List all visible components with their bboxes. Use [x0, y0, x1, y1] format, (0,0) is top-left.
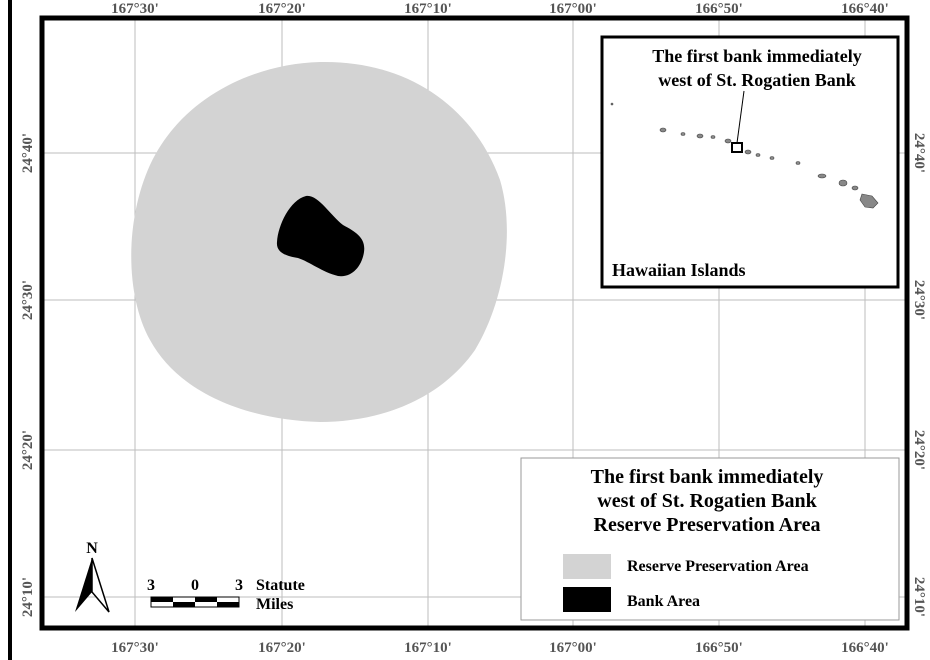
island: [851, 185, 859, 191]
scale-segment: [217, 602, 239, 607]
scale-segment: [151, 597, 173, 602]
bank-area: [276, 195, 365, 277]
bottom-lon-label: 167°10': [404, 640, 452, 656]
inset-frame: [600, 35, 900, 289]
inset-title-line1: The first bank immediately: [652, 46, 862, 66]
island: [710, 135, 716, 139]
island: [680, 132, 686, 136]
island: [755, 153, 761, 157]
island: [696, 133, 704, 139]
north-arrow: N: [75, 540, 110, 613]
inset-map: The first bank immediately west of St. R…: [600, 35, 900, 289]
island: [817, 173, 827, 179]
right-lat-label: 24°10': [911, 577, 927, 617]
island: [724, 138, 732, 144]
top-longitude-labels: 167°30' 167°20' 167°10' 167°00' 166°50' …: [111, 1, 889, 17]
bottom-longitude-labels: 167°30' 167°20' 167°10' 167°00' 166°50' …: [111, 640, 889, 656]
legend-title-line3: Reserve Preservation Area: [594, 514, 821, 536]
top-lon-label: 166°50': [695, 1, 743, 17]
scale-left-value: 3: [147, 577, 155, 594]
island: [795, 161, 801, 165]
right-lat-label: 24°20': [911, 430, 927, 470]
scale-unit-line2: Miles: [256, 596, 293, 613]
scale-right-value: 3: [235, 577, 243, 594]
inset-footer-label: Hawaiian Islands: [612, 260, 746, 280]
legend-label-reserve: Reserve Preservation Area: [627, 558, 809, 575]
inset-title-line2: west of St. Rogatien Bank: [658, 70, 856, 90]
left-lat-label: 24°30': [20, 280, 36, 320]
bottom-lon-label: 167°20': [258, 640, 306, 656]
top-lon-label: 167°20': [258, 1, 306, 17]
left-latitude-labels: 24°40' 24°30' 24°20' 24°10': [20, 133, 36, 617]
legend-swatch-bank: [563, 587, 611, 612]
right-lat-label: 24°40': [911, 133, 927, 173]
scale-middle-value: 0: [191, 577, 199, 594]
island: [744, 149, 752, 155]
legend: The first bank immediately west of St. R…: [520, 457, 900, 621]
legend-swatch-reserve: [563, 554, 611, 579]
island: [769, 156, 775, 160]
island-big: [859, 193, 879, 209]
island: [659, 127, 667, 133]
legend-label-bank: Bank Area: [627, 593, 700, 610]
left-lat-label: 24°20': [20, 430, 36, 470]
top-lon-label: 166°40': [841, 1, 889, 17]
scale-segment: [173, 602, 195, 607]
right-lat-label: 24°30': [911, 280, 927, 320]
map-frame: [39, 15, 910, 631]
left-lat-label: 24°40': [20, 133, 36, 173]
top-lon-label: 167°00': [549, 1, 597, 17]
bottom-lon-label: 167°30': [111, 640, 159, 656]
hawaiian-islands-chain: [610, 102, 879, 209]
legend-title-line1: The first bank immediately: [591, 466, 824, 488]
top-lon-label: 167°10': [404, 1, 452, 17]
island: [610, 102, 614, 106]
island: [838, 179, 848, 187]
bottom-lon-label: 166°40': [841, 640, 889, 656]
north-arrow-icon-half: [91, 557, 110, 613]
scale-bar: 3 0 3 Statute Miles: [147, 577, 305, 613]
scale-unit-line1: Statute: [256, 577, 305, 594]
scale-segment: [195, 597, 217, 602]
north-arrow-icon: [75, 558, 92, 612]
right-latitude-labels: 24°40' 24°30' 24°20' 24°10': [911, 133, 927, 617]
inset-leader-line: [736, 90, 745, 144]
inset-location-box: [731, 142, 743, 153]
bottom-lon-label: 167°00': [549, 640, 597, 656]
legend-title-line2: west of St. Rogatien Bank: [597, 490, 817, 512]
north-label: N: [86, 540, 98, 557]
left-lat-label: 24°10': [20, 577, 36, 617]
bottom-lon-label: 166°50': [695, 640, 743, 656]
top-lon-label: 167°30': [111, 1, 159, 17]
